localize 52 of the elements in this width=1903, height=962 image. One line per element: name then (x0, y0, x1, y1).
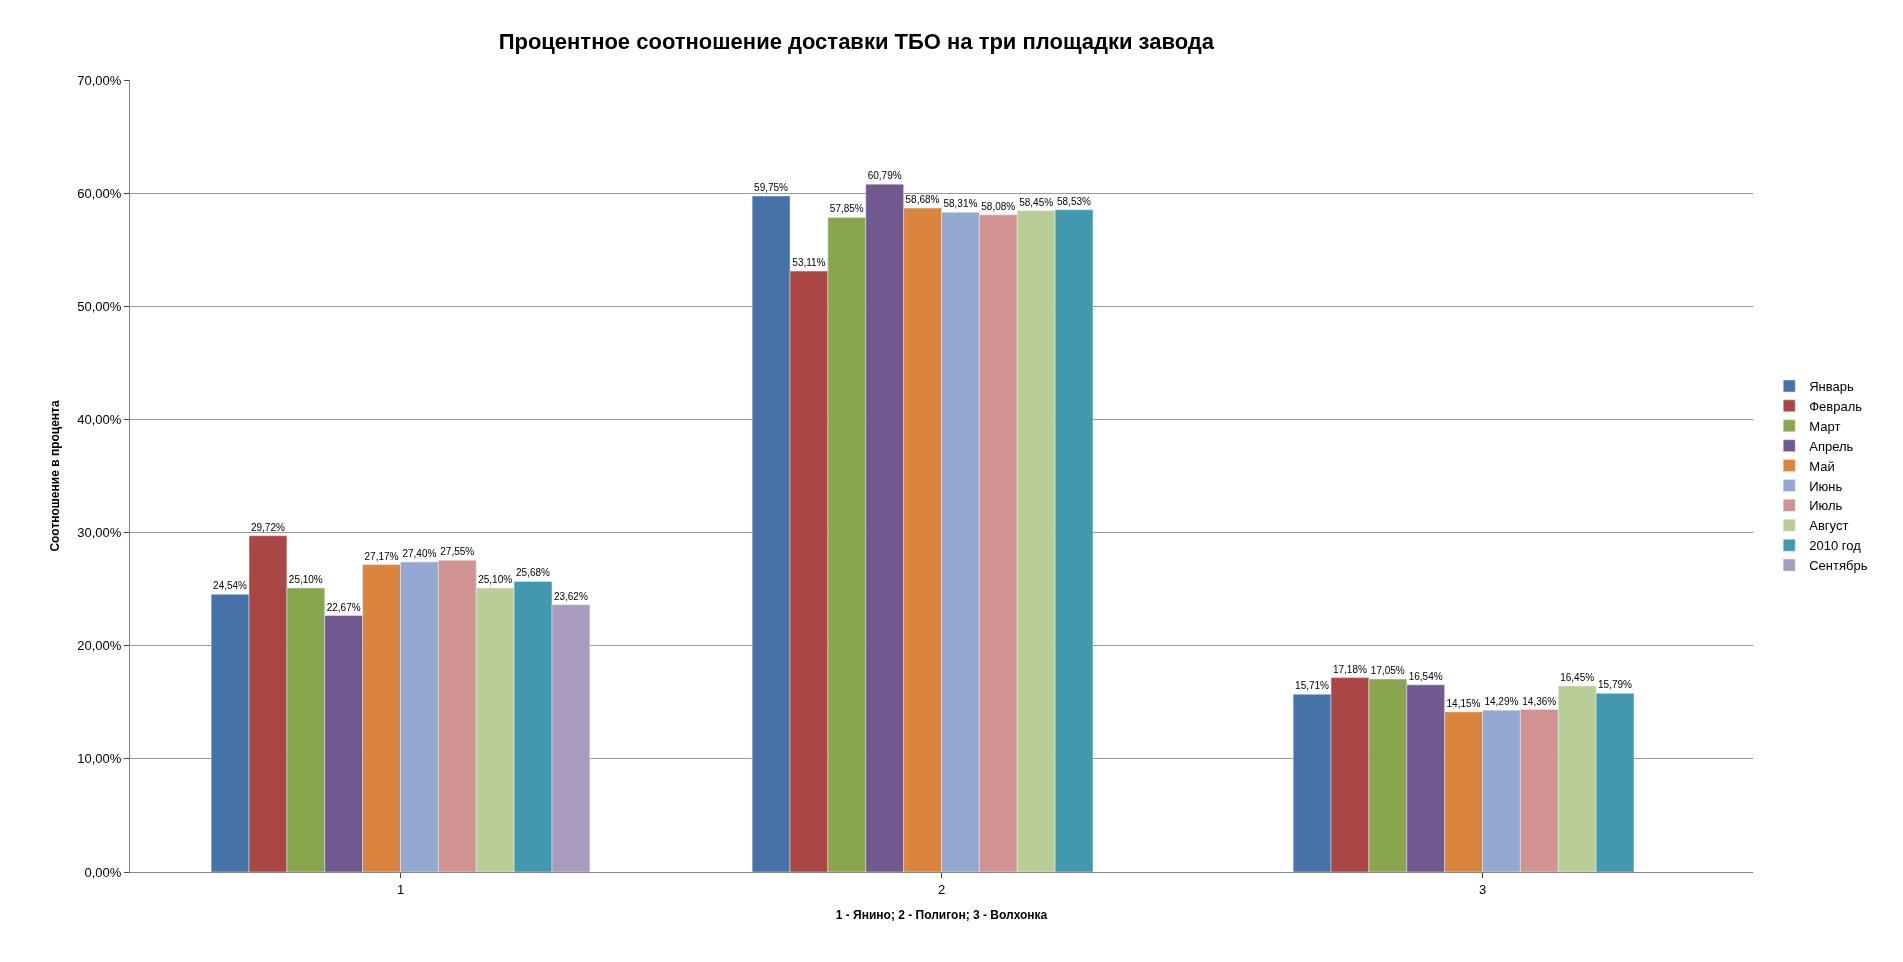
x-axis-title: 1 - Янино; 2 - Полигон; 3 - Волхонка (835, 908, 1048, 923)
legend-label: Май (1809, 458, 1835, 474)
data-label: 25,10% (288, 574, 323, 586)
data-label: 27,40% (402, 547, 437, 559)
data-label: 16,45% (1560, 671, 1595, 683)
y-tick-label: 50,00% (77, 298, 122, 314)
legend-label: 2010 год (1809, 538, 1862, 554)
data-label: 22,67% (326, 601, 361, 613)
data-label: 53,11% (792, 257, 826, 269)
data-label: 17,05% (1370, 665, 1405, 677)
data-label: 59,75% (754, 181, 789, 193)
data-label: 29,72% (250, 521, 285, 533)
legend-label: Июнь (1809, 478, 1843, 494)
legend-label: Сентябрь (1809, 558, 1868, 574)
y-tick-label: 10,00% (77, 751, 122, 767)
legend-label: Апрель (1809, 438, 1854, 454)
data-label: 27,17% (364, 550, 399, 562)
data-label: 15,79% (1598, 679, 1633, 691)
legend-label: Август (1809, 518, 1849, 534)
y-tick-label: 20,00% (77, 638, 122, 654)
data-label: 15,71% (1295, 680, 1330, 692)
y-tick-label: 70,00% (77, 72, 122, 88)
legend-label: Июль (1809, 498, 1843, 514)
data-label: 58,53% (1057, 195, 1092, 207)
x-tick-label: 1 (396, 881, 405, 897)
y-axis-title: Соотношение в процента (47, 400, 62, 552)
data-label: 25,10% (478, 574, 513, 586)
data-label: 16,54% (1408, 670, 1443, 682)
legend-label: Февраль (1809, 398, 1863, 414)
y-tick-label: 0,00% (84, 864, 122, 880)
y-tick-label: 60,00% (77, 185, 122, 201)
data-label: 58,45% (1019, 196, 1054, 208)
legend-label: Январь (1809, 379, 1855, 395)
y-tick-label: 30,00% (77, 525, 122, 541)
data-label: 24,54% (213, 580, 248, 592)
data-label: 23,62% (553, 590, 588, 602)
data-label: 57,85% (829, 203, 864, 215)
data-label: 17,18% (1332, 663, 1367, 675)
data-label: 25,68% (516, 567, 551, 579)
x-tick-label: 3 (1478, 881, 1487, 897)
x-tick-label: 2 (937, 881, 946, 897)
data-label: 14,15% (1446, 697, 1481, 709)
data-label: 58,31% (943, 198, 978, 210)
data-label: 14,36% (1522, 695, 1557, 707)
data-label: 58,68% (905, 194, 940, 206)
data-label: 27,55% (440, 546, 475, 558)
data-label: 14,29% (1484, 696, 1519, 708)
data-label: 58,08% (981, 200, 1016, 212)
data-label: 60,79% (867, 170, 902, 182)
chart-title: Процентное соотношение доставки ТБО на три площадки завода (498, 29, 1215, 55)
legend-label: Март (1809, 418, 1841, 434)
y-tick-label: 40,00% (77, 411, 122, 427)
